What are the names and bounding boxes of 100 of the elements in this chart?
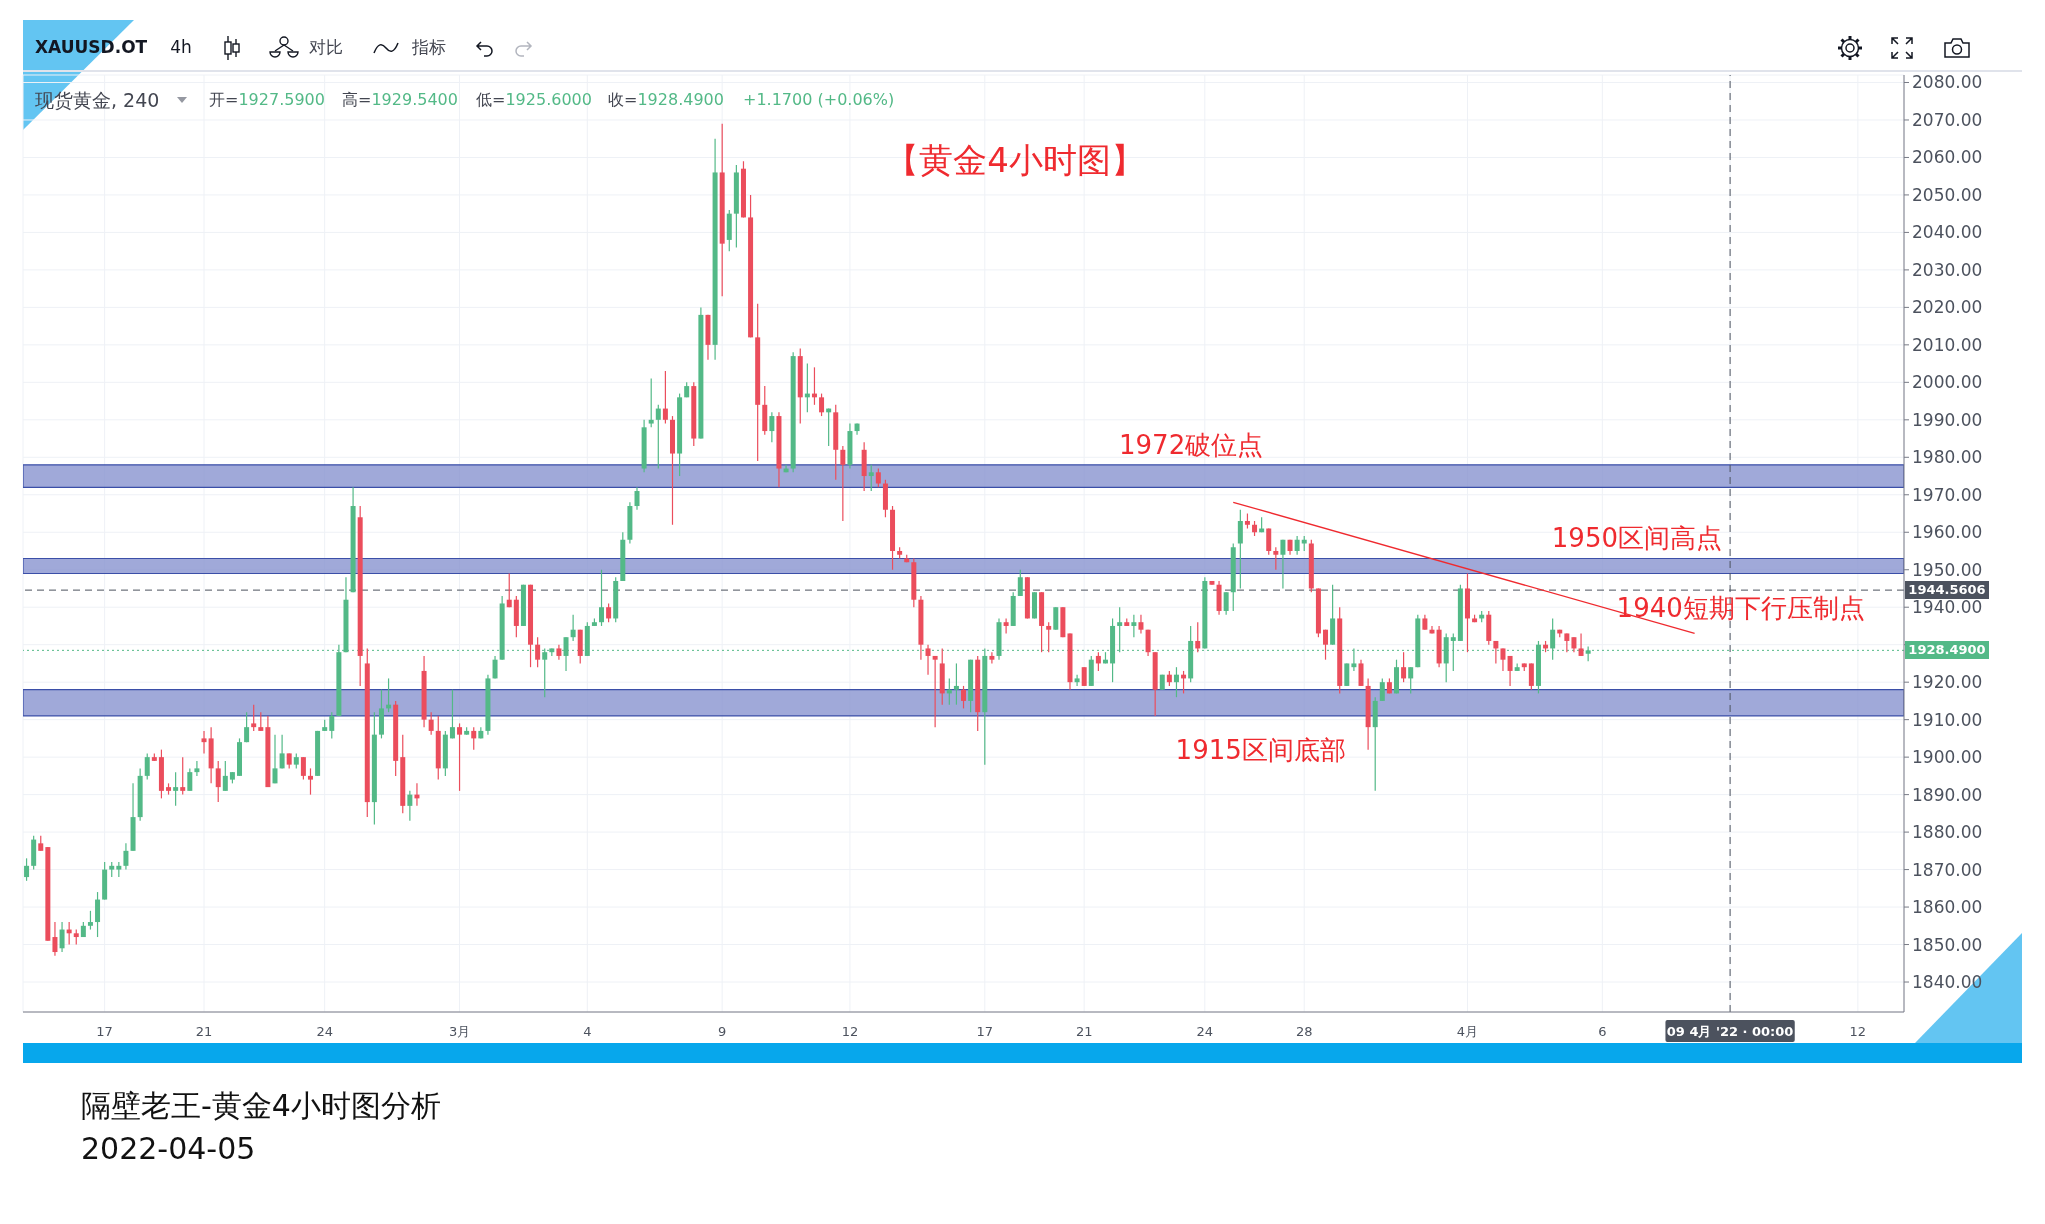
candlestick [428, 711, 434, 736]
candlestick [187, 767, 193, 792]
candlestick [1507, 655, 1513, 687]
candlestick [194, 760, 200, 777]
y-tick-label: 1990.00 [1912, 409, 1983, 430]
x-tick-label: 09 4月 '22 · 00:00 [1666, 1023, 1794, 1039]
candlestick [471, 726, 477, 751]
candlestick [457, 722, 463, 792]
text: 隔壁老王-黄金4小时图分析 [81, 1087, 441, 1125]
annotation: 现货黄金, 240 [35, 88, 160, 112]
candlestick [244, 711, 250, 743]
candlestick [1053, 606, 1059, 631]
x-tick-label: 17 [976, 1023, 994, 1039]
candlestick [662, 370, 668, 425]
text: 对比 [309, 36, 343, 58]
x-tick-label: 21 [1075, 1023, 1093, 1039]
x-tick-label: 24 [1196, 1023, 1214, 1039]
y-tick-label: 2050.00 [1912, 184, 1983, 205]
candlestick [1195, 621, 1201, 653]
y-tick-label: 1860.00 [1912, 897, 1983, 918]
candlestick [1273, 546, 1279, 571]
y-tick-label: 2060.00 [1912, 147, 1983, 168]
x-tick-label: 3月 [448, 1023, 471, 1039]
candlestick [634, 486, 640, 511]
y-tick-label: 1950.00 [1912, 559, 1983, 580]
candlestick [1280, 539, 1286, 590]
candlestick [1379, 677, 1385, 702]
y-tick-label: 2040.00 [1912, 222, 1983, 243]
y-tick-label: 2000.00 [1912, 372, 1983, 393]
candlestick [1528, 662, 1534, 691]
x-tick-label: 9 [718, 1023, 727, 1039]
candlestick [407, 790, 413, 822]
annotation: 开=1927.5900 [209, 90, 325, 109]
candlestick [819, 392, 825, 417]
ref-line-label: 1944.5606 [1905, 581, 1989, 600]
x-tick-label: 12 [1849, 1023, 1867, 1039]
candlestick [449, 689, 455, 739]
candlestick [123, 842, 129, 871]
candlestick [95, 891, 101, 938]
candlestick [875, 467, 881, 488]
candlestick [599, 569, 605, 627]
candlestick [1564, 632, 1570, 653]
text: 【黄金4小时图】 [885, 140, 1145, 180]
annotation: 收=1928.4900 [608, 90, 724, 109]
candlestick [606, 602, 612, 623]
candlestick [1095, 651, 1101, 672]
x-tick-label: 4月 [1456, 1023, 1479, 1039]
candlestick [251, 704, 257, 732]
candlestick [59, 921, 65, 953]
series-label: 1940短期下行压制点 [1616, 592, 1865, 625]
x-tick-label: 4 [583, 1023, 592, 1039]
x-tick-label: 17 [96, 1023, 113, 1039]
candlestick [655, 404, 661, 470]
candlestick [925, 644, 931, 676]
text: 4h [170, 36, 192, 58]
candlestick [1173, 666, 1179, 698]
candlestick [52, 921, 58, 957]
y-tick-label: 2010.00 [1912, 334, 1983, 355]
y-tick-label: 1980.00 [1912, 447, 1983, 468]
x-tick-label: 24 [316, 1023, 333, 1039]
text: 2022-04-05 [81, 1130, 256, 1168]
band-label: 1915区间底部 [1175, 733, 1346, 766]
candlestick [1358, 659, 1364, 687]
y-tick-label: 1960.00 [1912, 522, 1983, 543]
candlestick [868, 464, 874, 492]
candlestick [144, 752, 150, 781]
y-tick-label: 1850.00 [1912, 934, 1983, 955]
x-tick-label: 21 [195, 1023, 213, 1039]
y-tick-label: 1910.00 [1912, 709, 1983, 730]
candlestick [769, 411, 775, 443]
candlestick [1408, 666, 1414, 695]
ref-line-label: 1928.4900 [1905, 641, 1989, 660]
candlestick [1266, 527, 1272, 556]
candlestick [173, 771, 179, 807]
candlestick [300, 756, 306, 781]
y-tick-label: 1900.00 [1912, 747, 1983, 768]
candlestick [932, 655, 938, 728]
candlestick [989, 651, 995, 665]
candlestick [24, 857, 30, 882]
y-tick-label: 2020.00 [1912, 297, 1983, 318]
annotation: 低=1925.6000 [476, 90, 592, 109]
band-label: 1950区间高点 [1551, 522, 1722, 555]
y-tick-label: 1870.00 [1912, 859, 1983, 880]
candlestick [1578, 632, 1584, 657]
candlestick [1046, 621, 1052, 653]
y-tick-label: 1920.00 [1912, 672, 1983, 693]
y-tick-label: 1940.00 [1912, 597, 1983, 618]
candlestick [648, 377, 654, 428]
candlestick [1237, 509, 1243, 590]
candlestick [1081, 666, 1087, 687]
y-tick-label: 1890.00 [1912, 784, 1983, 805]
candlestick [953, 662, 959, 706]
candlestick [1145, 629, 1151, 657]
candlestick [215, 760, 221, 803]
y-tick-label: 2030.00 [1912, 259, 1983, 280]
candlestick [1500, 647, 1506, 672]
candlestick [307, 767, 313, 796]
candlestick [570, 614, 576, 642]
candlestick [535, 636, 541, 668]
candlestick [1223, 591, 1229, 616]
